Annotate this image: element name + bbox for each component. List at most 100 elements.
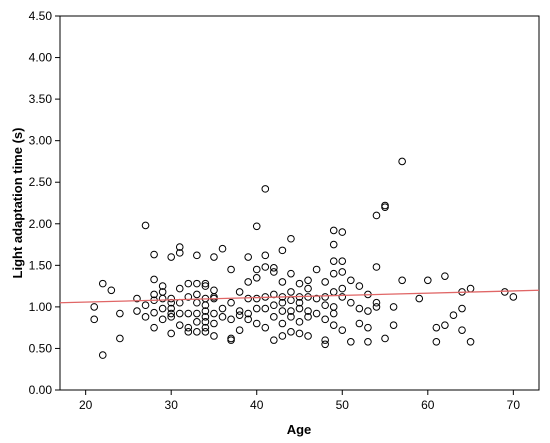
- data-point: [338, 326, 347, 334]
- data-point: [278, 246, 287, 255]
- data-point: [201, 301, 210, 310]
- data-point: [244, 309, 252, 318]
- data-point: [167, 313, 175, 321]
- data-point: [329, 309, 338, 318]
- data-point: [210, 332, 218, 340]
- data-point: [175, 284, 184, 293]
- data-point: [133, 294, 141, 303]
- fit-line: [59, 289, 540, 304]
- data-point: [167, 309, 175, 318]
- x-axis: 20 30 40 50 60 70: [79, 390, 520, 412]
- data-point: [321, 278, 329, 286]
- data-point: [201, 318, 210, 326]
- y-tick-label: 2.50: [29, 175, 53, 189]
- data-point: [509, 293, 518, 301]
- data-point: [372, 263, 381, 271]
- data-point: [389, 321, 398, 329]
- data-point: [235, 288, 244, 296]
- data-point: [287, 288, 295, 296]
- data-point: [116, 334, 124, 343]
- data-point: [90, 303, 99, 311]
- data-point: [90, 315, 99, 324]
- data-point: [458, 326, 466, 334]
- data-point: [210, 309, 218, 318]
- data-point: [193, 290, 201, 299]
- data-point: [141, 221, 150, 230]
- data-point: [312, 309, 321, 318]
- data-point: [201, 328, 210, 336]
- data-point: [287, 313, 295, 321]
- data-point: [364, 337, 372, 346]
- data-point: [295, 329, 304, 338]
- data-point: [295, 304, 304, 313]
- data-point: [252, 294, 261, 303]
- data-point: [355, 319, 364, 328]
- data-point: [175, 321, 184, 329]
- data-point: [355, 282, 364, 290]
- data-point: [235, 326, 244, 334]
- data-point: [381, 334, 389, 343]
- data-point: [218, 313, 227, 321]
- data-point: [329, 321, 338, 329]
- data-point: [193, 318, 201, 326]
- data-point: [398, 157, 406, 166]
- data-point: [329, 226, 338, 235]
- data-point: [321, 293, 329, 301]
- data-point: [364, 307, 372, 315]
- data-point: [372, 211, 381, 220]
- data-point: [244, 294, 252, 303]
- data-point: [184, 323, 193, 332]
- y-tick-label: 0.00: [29, 383, 53, 397]
- data-point: [270, 313, 278, 321]
- y-tick-label: 0.50: [29, 341, 53, 355]
- y-axis: 0.00 0.50 1.00 1.50 2.00 2.50 3.00 3.50 4.00 4.50: [29, 9, 60, 397]
- data-point: [175, 243, 184, 251]
- data-point: [287, 269, 295, 278]
- data-point: [227, 315, 235, 324]
- data-point: [347, 298, 355, 307]
- data-point: [338, 268, 347, 276]
- y-tick-label: 1.50: [29, 258, 53, 272]
- data-point: [329, 269, 338, 278]
- data-point: [278, 278, 287, 286]
- y-tick-label: 1.00: [29, 300, 53, 314]
- y-axis-title: Light adaptation time (s): [10, 128, 25, 279]
- data-point: [252, 319, 261, 328]
- data-point: [329, 240, 338, 249]
- data-point: [193, 309, 201, 318]
- data-point: [261, 323, 270, 332]
- data-point: [441, 272, 449, 280]
- data-point: [338, 257, 347, 265]
- plot-area: [59, 15, 540, 391]
- data-point: [347, 276, 355, 285]
- data-point: [167, 294, 175, 303]
- data-point: [372, 298, 381, 307]
- x-tick-label: 70: [507, 398, 521, 412]
- data-point: [252, 304, 261, 313]
- data-point: [261, 304, 270, 313]
- data-point: [158, 294, 167, 303]
- x-tick-label: 40: [250, 398, 264, 412]
- data-point: [424, 276, 432, 285]
- data-point: [338, 284, 347, 293]
- data-point: [304, 307, 312, 315]
- data-point: [244, 315, 252, 324]
- data-point: [261, 185, 270, 193]
- data-point: [372, 303, 381, 311]
- data-point: [244, 278, 252, 286]
- data-point: [252, 274, 261, 282]
- data-point: [227, 298, 235, 307]
- y-tick-label: 4.00: [29, 51, 53, 65]
- data-point: [235, 311, 244, 320]
- data-point: [235, 307, 244, 315]
- data-point: [295, 279, 304, 288]
- data-point: [287, 328, 295, 336]
- data-point: [278, 319, 287, 328]
- data-point: [184, 279, 193, 288]
- data-point: [432, 323, 441, 332]
- data-point: [398, 276, 406, 285]
- data-point: [261, 263, 270, 271]
- data-point: [141, 301, 150, 310]
